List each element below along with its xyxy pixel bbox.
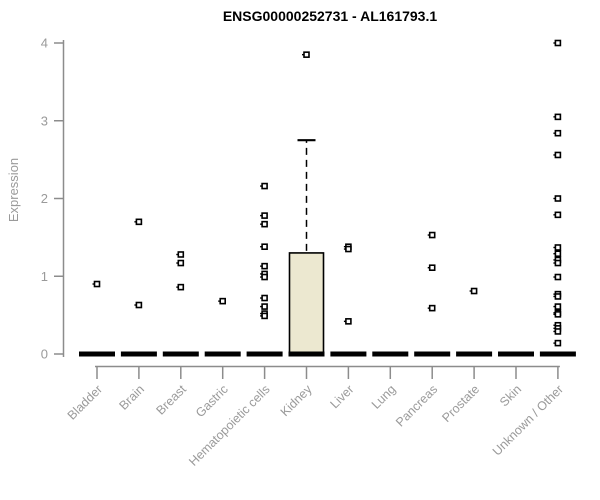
median-bar: [288, 351, 325, 357]
data-point: [260, 243, 268, 251]
median-bar: [79, 351, 115, 357]
category-prostate: [456, 287, 493, 357]
data-point: [553, 328, 562, 335]
median-bar: [162, 351, 199, 357]
data-point: [553, 259, 562, 267]
data-point: [553, 339, 562, 347]
data-point: [260, 220, 268, 228]
data-point: [553, 250, 562, 258]
data-point: [260, 212, 268, 219]
data-point: [553, 273, 562, 281]
category-unknown-other: [539, 39, 576, 357]
data-point: [427, 304, 436, 312]
median-bar: [120, 351, 157, 357]
x-tick-label: Pancreas: [393, 382, 440, 429]
data-point: [260, 312, 268, 320]
median-bar: [498, 351, 534, 357]
x-tick-label: Skin: [497, 382, 524, 409]
median-bar: [414, 351, 451, 357]
data-point: [553, 311, 562, 318]
category-liver: [330, 243, 367, 357]
data-point: [260, 182, 268, 190]
data-point: [553, 293, 562, 300]
x-tick-label: Hematopoietic cells: [186, 382, 273, 469]
category-pancreas: [414, 231, 451, 357]
data-point: [343, 318, 352, 325]
median-bar: [204, 351, 241, 357]
data-point: [176, 283, 185, 291]
chart-title: ENSG00000252731 - AL161793.1: [222, 8, 438, 24]
data-point: [427, 231, 436, 239]
x-tick-label: Brain: [116, 382, 147, 413]
category-lung: [372, 351, 409, 357]
data-point: [260, 303, 268, 310]
category-skin: [498, 351, 534, 357]
y-tick-label: 0: [41, 347, 48, 362]
data-point: [260, 273, 268, 281]
y-tick-label: 2: [41, 191, 48, 206]
data-point: [218, 297, 226, 305]
data-point: [302, 51, 310, 58]
data-point: [427, 264, 436, 271]
category-gastric: [204, 297, 241, 357]
y-tick-label: 3: [41, 113, 48, 128]
median-bar: [330, 351, 367, 357]
data-point: [553, 195, 562, 202]
data-point: [176, 251, 185, 258]
x-tick-label: Lung: [369, 382, 399, 412]
data-point: [553, 244, 562, 251]
data-point: [553, 151, 562, 159]
median-bar: [539, 351, 576, 357]
category-breast: [162, 251, 199, 357]
x-tick-label: Bladder: [65, 382, 105, 422]
data-point: [134, 301, 143, 309]
data-point: [553, 129, 562, 137]
x-tick-label: Breast: [153, 382, 189, 418]
x-tick-label: Kidney: [278, 382, 315, 419]
x-tick-label: Gastric: [193, 382, 231, 420]
data-point: [92, 280, 101, 288]
x-tick-label: Unknown / Other: [490, 382, 566, 458]
category-hematopoietic-cells: [246, 182, 283, 357]
data-point: [553, 39, 562, 47]
x-tick-label: Prostate: [439, 382, 482, 425]
data-point: [260, 294, 268, 302]
category-brain: [120, 218, 157, 357]
data-point: [176, 259, 185, 267]
y-tick-label: 1: [41, 269, 48, 284]
y-tick-label: 4: [41, 36, 48, 51]
median-bar: [456, 351, 493, 357]
median-bar: [246, 351, 283, 357]
data-point: [553, 211, 562, 219]
category-bladder: [79, 280, 115, 357]
data-point: [343, 245, 352, 253]
data-point: [134, 218, 143, 226]
data-point: [553, 113, 562, 121]
data-point: [260, 262, 268, 270]
category-kidney: [288, 51, 325, 357]
data-point: [553, 303, 562, 310]
box: [288, 252, 325, 355]
data-point: [469, 287, 478, 295]
x-tick-label: Liver: [327, 382, 356, 411]
median-bar: [372, 351, 409, 357]
